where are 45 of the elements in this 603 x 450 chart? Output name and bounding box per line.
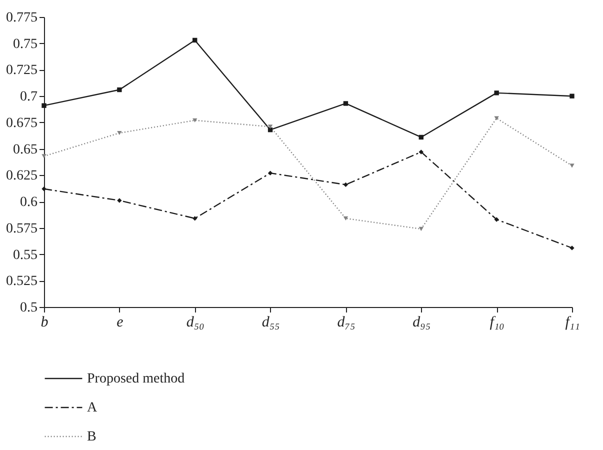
x-tick-label: e: [116, 314, 124, 330]
point: [494, 217, 499, 222]
y-tick-label: 0.625: [6, 168, 38, 184]
point: [343, 182, 348, 188]
point: [42, 154, 46, 158]
x-tick-label: b: [40, 314, 49, 330]
y-tick-label: 0.675: [6, 116, 38, 131]
point: [268, 124, 273, 129]
point: [192, 216, 198, 221]
point: [268, 170, 273, 176]
x-tick-label: f₁₁: [565, 314, 580, 330]
y-tick-label: 0.75: [13, 36, 38, 52]
point: [494, 90, 499, 96]
point: [117, 130, 122, 136]
point: [418, 134, 424, 140]
x-tick-label: f₁₀: [490, 314, 504, 330]
x-tick-label: d₅₅: [262, 314, 280, 330]
point: [570, 246, 574, 250]
point: [418, 226, 424, 231]
point: [42, 103, 46, 108]
point: [570, 94, 574, 98]
point: [117, 87, 122, 92]
x-tick-label: d₇₅: [337, 314, 356, 330]
y-tick-label: 0.5: [20, 300, 38, 316]
y-tick-label: 0.575: [6, 221, 38, 236]
legend-label: A: [87, 400, 98, 416]
y-tick-label: 0.725: [6, 63, 38, 78]
point: [343, 101, 348, 106]
point: [570, 164, 574, 168]
x-tick-label: d₅₀: [186, 314, 204, 330]
y-tick-label: 0.55: [13, 248, 38, 263]
y-tick-label: 0.6: [20, 195, 38, 210]
point: [343, 216, 348, 220]
y-tick-label: 0.525: [6, 274, 38, 290]
point: [117, 198, 122, 203]
legend-label: B: [87, 430, 96, 444]
point: [192, 38, 198, 43]
legend-label: Proposed method: [87, 372, 185, 386]
y-tick-label: 0.7: [20, 90, 38, 105]
y-tick-label: 0.775: [6, 10, 38, 26]
point: [418, 150, 424, 154]
y-tick-label: 0.65: [13, 142, 38, 158]
point: [494, 116, 499, 120]
point: [42, 186, 46, 192]
x-tick-label: d₉₅: [412, 314, 431, 330]
